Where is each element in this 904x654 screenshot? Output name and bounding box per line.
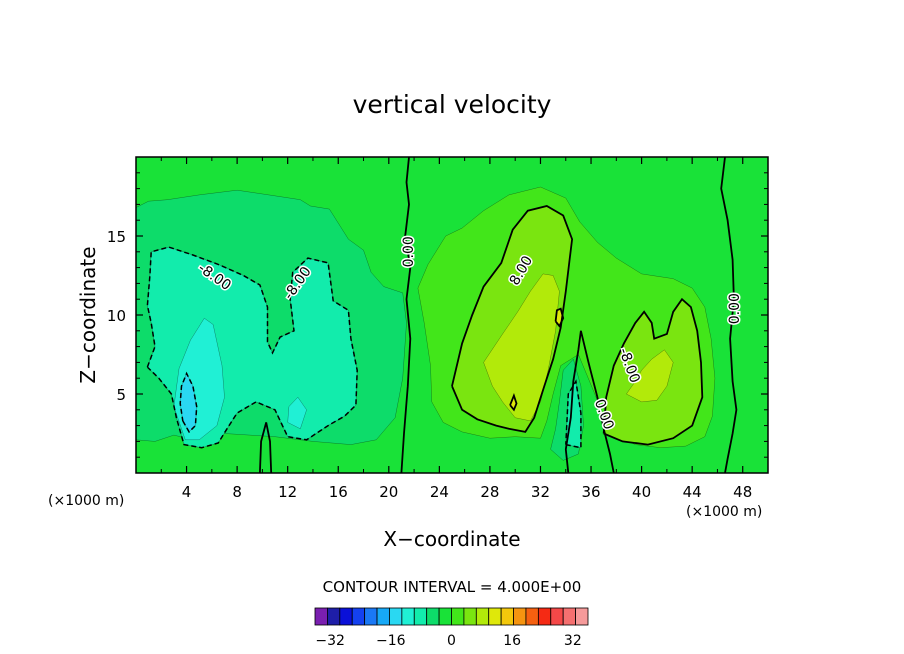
colorbar-swatch-13 (475, 607, 490, 626)
x-tick-label-6: 28 (480, 483, 499, 501)
y-axis-label: Z−coordinate (76, 246, 100, 383)
colorbar-label-3: 16 (503, 633, 521, 649)
colorbar-swatch-15 (500, 607, 514, 626)
x-tick-label-8: 36 (581, 483, 600, 501)
y-tick-label-0: 5 (116, 386, 126, 404)
x-tick-label-3: 16 (329, 483, 348, 501)
x-tick-label-1: 8 (232, 483, 242, 501)
contour-line-8-5 (602, 297, 704, 446)
colorbar-swatch-2 (339, 607, 353, 626)
colorbar-label-2: 0 (447, 633, 456, 649)
x-tick-label-10: 44 (683, 483, 702, 501)
colorbar-swatch-17 (525, 607, 539, 626)
x-tick-label-7: 32 (531, 483, 550, 501)
colorbar-swatch-4 (364, 607, 378, 626)
contour-line-0-1 (720, 157, 738, 473)
contour-label-6: 0.00 (727, 293, 743, 324)
colorbar-swatch-19 (550, 607, 564, 626)
colorbar-swatch-5 (376, 607, 390, 626)
colorbar-swatch-9 (426, 607, 440, 626)
contour-fill-12-1 (626, 349, 674, 403)
colorbar-swatch-18 (537, 607, 552, 626)
colorbar-swatch-21 (575, 607, 589, 626)
colorbar-label-0: −32 (315, 633, 345, 649)
contour-line--8-9 (565, 379, 582, 449)
contour-fill-12-0 (483, 273, 560, 422)
colorbar-label-4: 32 (564, 633, 582, 649)
contour-fills (136, 157, 768, 473)
x-tick-label-0: 4 (182, 483, 192, 501)
colorbar-swatch-7 (401, 607, 415, 626)
colorbar-swatch-12 (463, 607, 477, 626)
x-tick-label-2: 12 (278, 483, 297, 501)
colorbar-swatch-16 (513, 607, 527, 626)
contour-label-2: 0.00 (401, 236, 417, 267)
contour-line-0-2 (259, 422, 273, 473)
x-tick-label-4: 20 (379, 483, 398, 501)
x-axis-label: X−coordinate (383, 527, 520, 551)
colorbar-swatch-0 (314, 607, 328, 626)
colorbar-swatch-14 (488, 607, 502, 626)
contour-lines (146, 157, 738, 473)
x-tick-label-11: 48 (733, 483, 752, 501)
colorbar-swatch-3 (351, 607, 366, 626)
colorbar-swatch-8 (413, 607, 428, 626)
contour-line-0-3 (564, 330, 615, 473)
colorbar: −32 −16 0 16 32 (314, 607, 589, 649)
colorbar-swatch-1 (327, 607, 341, 626)
contour-line-0-0 (400, 157, 412, 473)
x-unit-left: (×1000 m) (48, 493, 124, 509)
y-tick-label-2: 15 (107, 228, 126, 246)
colorbar-swatch-11 (451, 607, 465, 626)
y-tick-label-1: 10 (107, 307, 126, 325)
colorbar-label-1: −16 (376, 633, 406, 649)
contour-fill--12-1 (287, 396, 307, 430)
chart-title: vertical velocity (353, 90, 552, 119)
x-unit-right: (×1000 m) (686, 504, 762, 520)
x-tick-label-9: 40 (632, 483, 651, 501)
contour-line-16-7 (554, 307, 565, 328)
contour-line--16-10 (179, 371, 198, 434)
colorbar-swatch-10 (438, 607, 452, 626)
contour-line--8-8 (146, 246, 358, 449)
contour-line-16-6 (509, 392, 518, 412)
contour-interval-text: CONTOUR INTERVAL = 4.000E+00 (323, 578, 582, 596)
x-tick-label-5: 24 (430, 483, 449, 501)
colorbar-swatch-6 (389, 607, 403, 626)
colorbar-swatch-20 (562, 607, 576, 626)
contour-line-8-4 (451, 205, 574, 433)
